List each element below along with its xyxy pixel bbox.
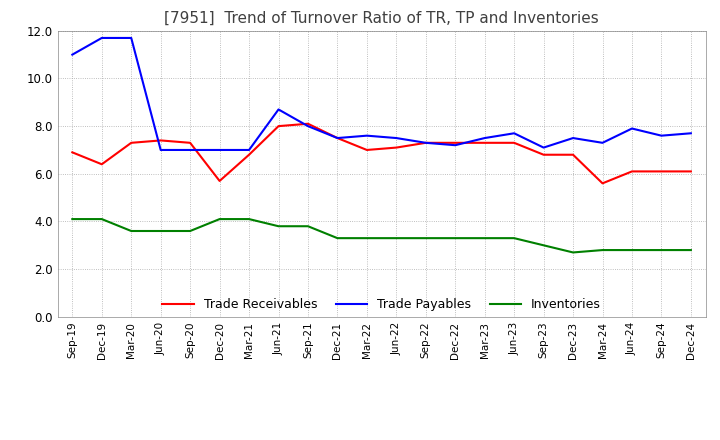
Inventories [68,216,76,222]
Trade Payables [156,147,165,153]
Inventories [215,216,224,222]
Inventories [274,224,283,229]
Trade Receivables [274,124,283,129]
Trade Receivables [687,169,696,174]
Trade Payables [510,131,518,136]
Inventories [510,235,518,241]
Trade Receivables [392,145,400,150]
Inventories [687,247,696,253]
Trade Payables [215,147,224,153]
Inventories [598,247,607,253]
Inventories [628,247,636,253]
Inventories [304,224,312,229]
Trade Payables [333,136,342,141]
Inventories [569,250,577,255]
Trade Receivables [569,152,577,158]
Trade Payables [657,133,666,138]
Trade Payables [245,147,253,153]
Trade Receivables [657,169,666,174]
Trade Payables [480,136,489,141]
Trade Payables [392,136,400,141]
Line: Inventories: Inventories [72,219,691,253]
Inventories [421,235,430,241]
Line: Trade Receivables: Trade Receivables [72,124,691,183]
Inventories [127,228,135,234]
Inventories [97,216,106,222]
Trade Receivables [127,140,135,146]
Trade Payables [628,126,636,131]
Trade Receivables [363,147,372,153]
Trade Payables [421,140,430,146]
Trade Payables [274,107,283,112]
Trade Receivables [97,161,106,167]
Trade Receivables [215,178,224,183]
Inventories [245,216,253,222]
Inventories [363,235,372,241]
Trade Payables [97,35,106,40]
Trade Receivables [421,140,430,146]
Inventories [451,235,459,241]
Trade Receivables [156,138,165,143]
Inventories [657,247,666,253]
Trade Payables [687,131,696,136]
Trade Payables [539,145,548,150]
Inventories [156,228,165,234]
Trade Payables [186,147,194,153]
Trade Payables [127,35,135,40]
Trade Payables [569,136,577,141]
Inventories [333,235,342,241]
Trade Receivables [245,152,253,158]
Inventories [392,235,400,241]
Trade Receivables [628,169,636,174]
Inventories [539,242,548,248]
Trade Payables [304,124,312,129]
Line: Trade Payables: Trade Payables [72,38,691,150]
Trade Receivables [480,140,489,146]
Inventories [186,228,194,234]
Trade Receivables [510,140,518,146]
Trade Receivables [68,150,76,155]
Trade Receivables [451,140,459,146]
Trade Payables [451,143,459,148]
Trade Receivables [186,140,194,146]
Trade Payables [68,52,76,57]
Inventories [480,235,489,241]
Title: [7951]  Trend of Turnover Ratio of TR, TP and Inventories: [7951] Trend of Turnover Ratio of TR, TP… [164,11,599,26]
Trade Receivables [598,181,607,186]
Legend: Trade Receivables, Trade Payables, Inventories: Trade Receivables, Trade Payables, Inven… [157,293,606,316]
Trade Receivables [539,152,548,158]
Trade Payables [598,140,607,146]
Trade Payables [363,133,372,138]
Trade Receivables [333,136,342,141]
Trade Receivables [304,121,312,126]
